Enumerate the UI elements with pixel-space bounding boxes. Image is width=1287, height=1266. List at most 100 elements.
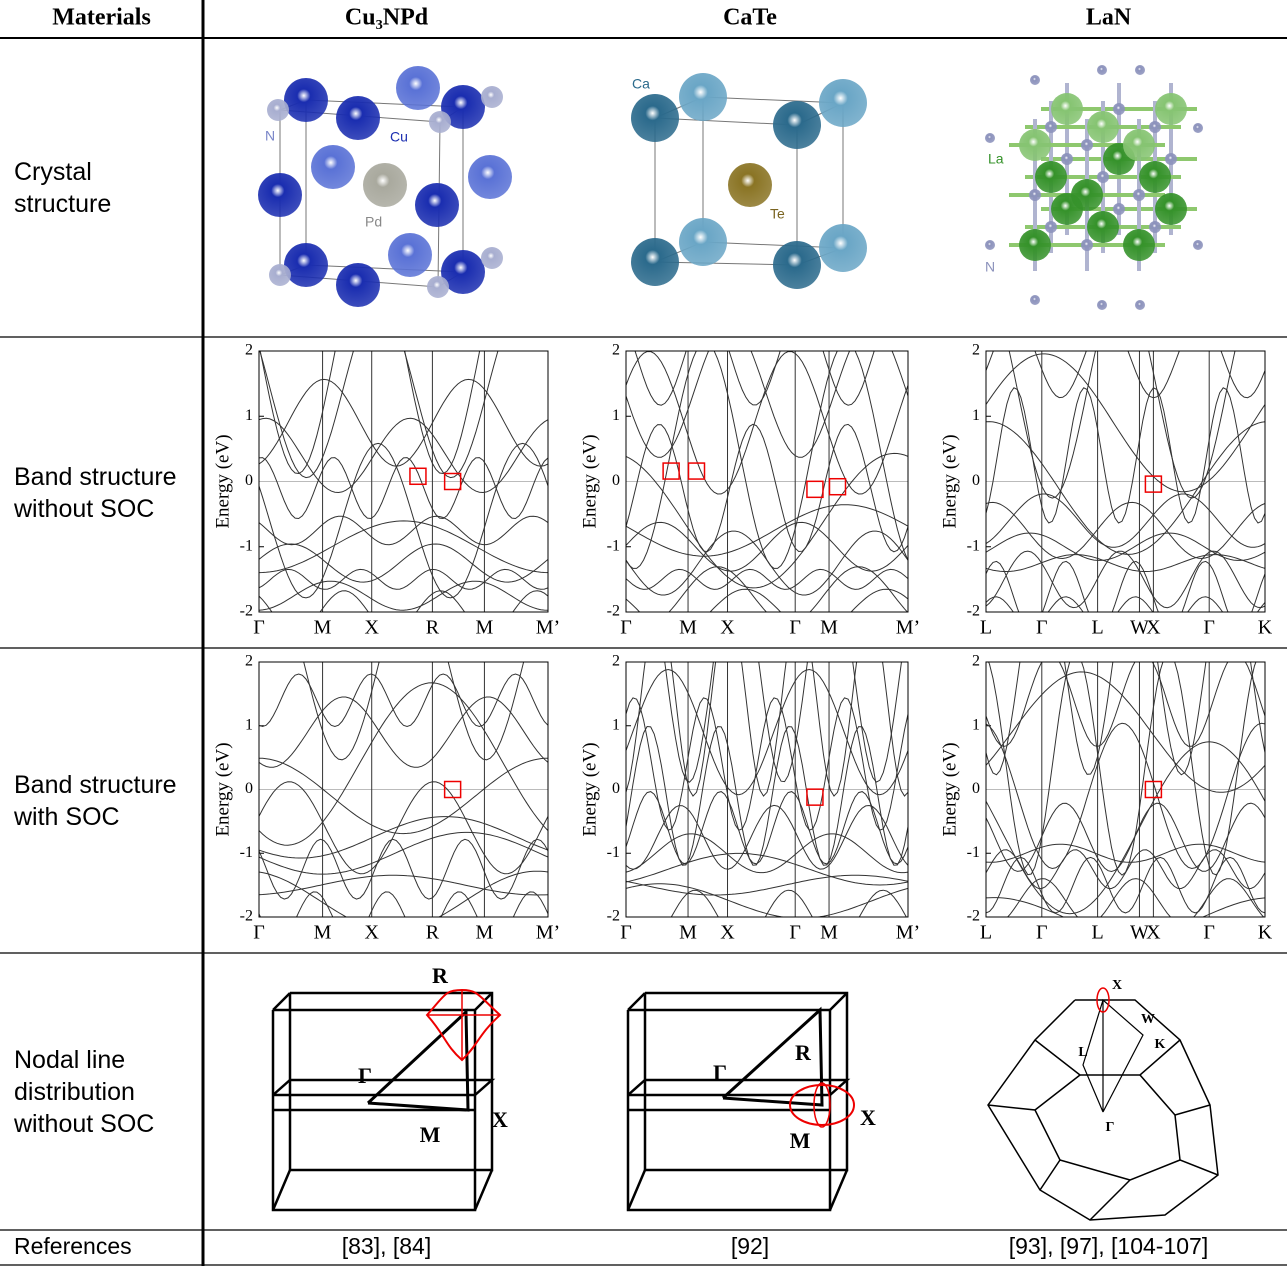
k-point-label: R xyxy=(426,922,440,944)
atom xyxy=(481,247,503,269)
band-curve xyxy=(303,662,525,761)
atom xyxy=(441,250,485,294)
crossing-marker xyxy=(806,788,824,806)
k-point-label: X xyxy=(720,922,735,944)
bz-edge xyxy=(1089,1159,1181,1221)
k-point-label: M’ xyxy=(896,617,920,639)
plot-frame xyxy=(258,350,549,613)
y-tick-label: -1 xyxy=(240,844,253,861)
band-curve xyxy=(259,682,548,846)
band-curve xyxy=(986,596,1265,612)
k-point: R xyxy=(432,963,449,988)
k-point: Γ xyxy=(1106,1120,1115,1135)
k-point-label: W xyxy=(1130,922,1149,944)
atom xyxy=(1113,203,1125,215)
k-point-label: Γ xyxy=(253,922,265,944)
bz-edge xyxy=(474,992,493,1011)
band-curve xyxy=(259,543,548,583)
atom xyxy=(1149,221,1161,233)
bz-edge xyxy=(1034,1039,1181,1076)
band-curve xyxy=(259,378,548,467)
band-curve xyxy=(259,891,548,917)
band-curve xyxy=(986,532,1265,561)
band-curve xyxy=(259,520,548,574)
atom xyxy=(1019,229,1051,261)
atom-label: Te xyxy=(770,206,785,222)
band-curve xyxy=(626,833,908,874)
y-tick-label: 0 xyxy=(972,472,980,489)
atom xyxy=(1081,139,1093,151)
reference: [92] xyxy=(731,1233,769,1259)
nodal-ring xyxy=(1096,987,1110,1013)
y-tick-label: -1 xyxy=(967,844,980,861)
k-point-label: X xyxy=(1146,922,1161,944)
bz-edge xyxy=(828,1169,849,1211)
plot-frame xyxy=(625,350,909,613)
bands xyxy=(259,662,548,917)
band-curve xyxy=(986,493,1265,548)
k-point-label: K xyxy=(1258,922,1273,944)
y-tick-label: 1 xyxy=(245,716,253,733)
y-tick-label: -1 xyxy=(240,537,253,554)
k-point-label: M’ xyxy=(536,922,560,944)
band-curve xyxy=(626,662,908,797)
atom xyxy=(427,276,449,298)
band-curve xyxy=(259,568,548,590)
band-curve xyxy=(986,741,1265,915)
atom xyxy=(1193,240,1203,250)
k-point-label: Γ xyxy=(620,617,632,639)
band-curve xyxy=(986,353,1265,493)
atom xyxy=(396,66,440,110)
band-curve xyxy=(626,883,908,917)
bands xyxy=(986,351,1265,612)
bz-edge xyxy=(473,1169,494,1211)
k-point-label: L xyxy=(1091,617,1103,639)
bz-edge xyxy=(272,1078,496,1097)
atom xyxy=(415,183,459,227)
atom xyxy=(1061,153,1073,165)
band-curve xyxy=(986,722,1265,870)
k-point: M xyxy=(420,1122,441,1147)
bz-edge xyxy=(627,992,646,1011)
atom xyxy=(363,163,407,207)
k-point: W xyxy=(1141,1012,1155,1027)
nodal-ring xyxy=(789,1084,855,1126)
atom-label: N xyxy=(265,128,275,144)
k-point-label: M xyxy=(476,922,494,944)
atom xyxy=(1035,161,1067,193)
atom xyxy=(1113,103,1125,115)
atom xyxy=(1135,65,1145,75)
band-curve xyxy=(988,662,1257,876)
k-point: K xyxy=(1155,1037,1166,1052)
atom xyxy=(1030,295,1040,305)
atom xyxy=(1155,193,1187,225)
bands xyxy=(626,662,908,917)
atom xyxy=(1097,171,1109,183)
y-tick-label: -2 xyxy=(967,603,980,620)
bz-edge xyxy=(829,992,848,1011)
y-axis-label: Energy (eV) xyxy=(939,434,960,528)
bz-edge xyxy=(626,1169,647,1211)
band-curve xyxy=(986,351,1265,399)
atom xyxy=(1123,129,1155,161)
row-label: Band structure with SOC xyxy=(14,770,177,831)
atom xyxy=(429,111,451,133)
band-curve xyxy=(259,673,548,728)
reference: [83], [84] xyxy=(342,1233,432,1259)
atom xyxy=(267,99,289,121)
atom xyxy=(336,96,380,140)
band-curve xyxy=(626,874,908,896)
band-curve xyxy=(259,870,548,917)
atom xyxy=(1149,121,1161,133)
atom xyxy=(1081,239,1093,251)
crossing-marker xyxy=(443,780,462,799)
atom xyxy=(284,243,328,287)
k-point-label: X xyxy=(364,922,379,944)
atom xyxy=(441,85,485,129)
k-point-label: M xyxy=(679,922,697,944)
y-axis-label: Energy (eV) xyxy=(212,742,233,836)
band-curve xyxy=(986,421,1265,555)
y-tick-label: -1 xyxy=(967,537,980,554)
y-tick-label: -2 xyxy=(967,908,980,925)
